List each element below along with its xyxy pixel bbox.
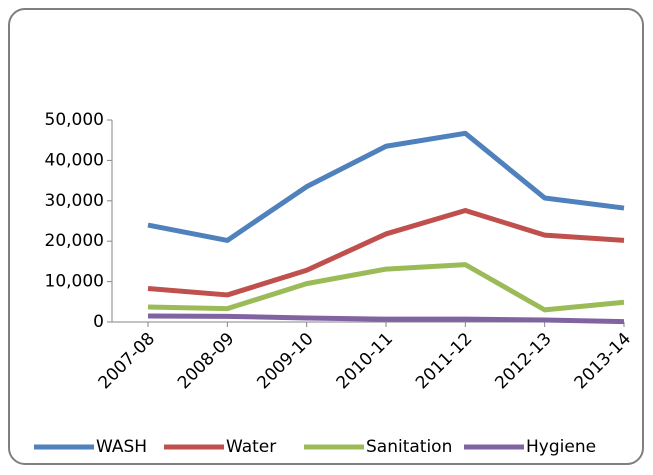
series-line [147,130,625,243]
legend-label: Sanitation [366,437,452,457]
chart-frame [8,8,644,465]
series-line [147,207,625,298]
legend-label: WASH [96,437,147,457]
y-tick-label: 40,000 [45,150,104,170]
legend-label: Hygiene [526,437,596,457]
y-tick-label: 0 [93,312,104,332]
y-tick-label: 50,000 [45,110,104,130]
legend-label: Water [226,437,276,457]
y-tick-label: 10,000 [45,272,104,292]
y-tick-label: 30,000 [45,191,104,211]
series-line [147,262,625,313]
series-line [147,313,625,325]
y-tick-label: 20,000 [45,231,104,251]
